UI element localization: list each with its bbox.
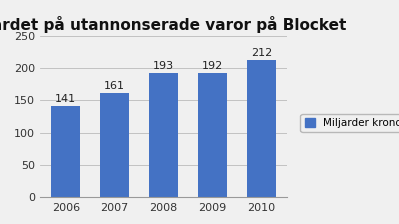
- Bar: [149, 73, 178, 197]
- Bar: [198, 73, 227, 197]
- Text: 193: 193: [153, 61, 174, 71]
- Text: Värdet på utannonserade varor på Blocket: Värdet på utannonserade varor på Blocket: [0, 16, 346, 33]
- Text: 212: 212: [251, 48, 272, 58]
- Text: 192: 192: [202, 61, 223, 71]
- Text: 161: 161: [104, 81, 125, 91]
- Bar: [100, 93, 129, 197]
- Bar: [247, 60, 276, 197]
- Legend: Miljarder kronor: Miljarder kronor: [300, 114, 399, 132]
- Text: 141: 141: [55, 94, 76, 104]
- Bar: [51, 106, 81, 197]
